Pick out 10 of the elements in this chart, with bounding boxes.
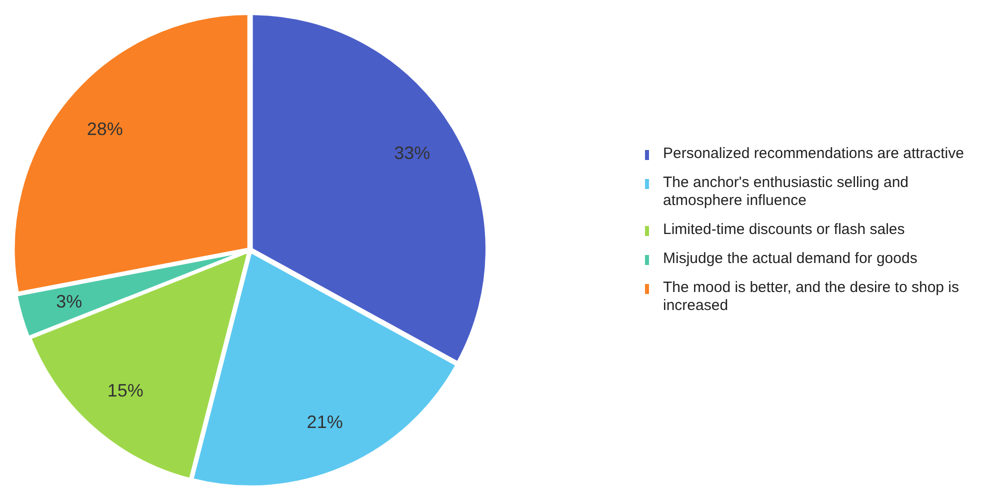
- data-label: 28%: [86, 118, 123, 139]
- legend-label: The mood is better, and the desire to shop is increased: [663, 279, 960, 314]
- data-label: 33%: [394, 143, 430, 164]
- data-label: 3%: [56, 292, 82, 312]
- legend-label: Personalized recommendations are attractive: [663, 145, 964, 162]
- legend-label: Limited-time discounts or flash sales: [663, 220, 905, 238]
- data-label: 21%: [306, 412, 343, 432]
- data-label: 15%: [107, 380, 144, 400]
- legend-label: The anchor's enthusiastic selling and atmosphere influence: [663, 174, 910, 209]
- legend-label: Misjudge the actual demand for goods: [663, 250, 918, 268]
